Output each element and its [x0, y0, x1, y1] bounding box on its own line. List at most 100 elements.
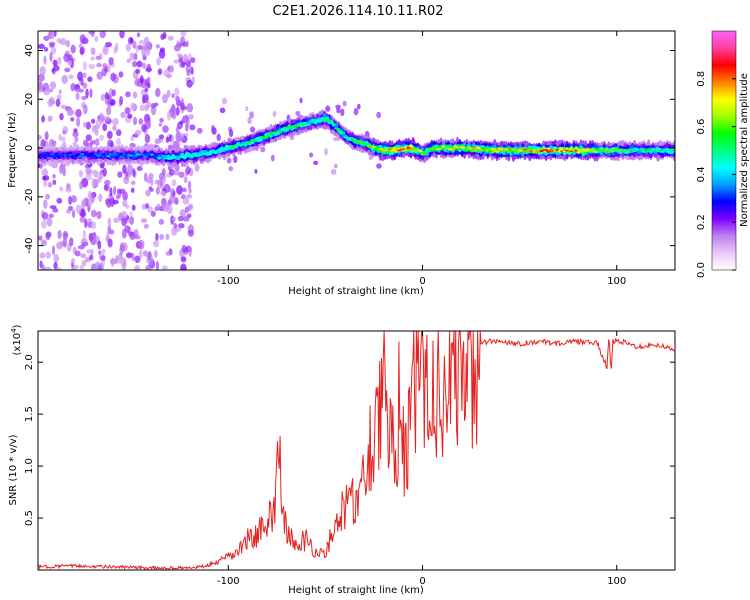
- ridge-cell: [448, 148, 453, 151]
- colorbar-tick-label: 0.8: [696, 71, 707, 87]
- noise-cell: [180, 132, 184, 141]
- noise-cell: [41, 219, 48, 229]
- noise-cell: [56, 241, 63, 250]
- noise-cell: [98, 250, 102, 255]
- noise-cell: [136, 32, 141, 38]
- noise-cell: [89, 88, 93, 98]
- noise-cell: [39, 66, 46, 76]
- noise-cell: [144, 87, 149, 93]
- noise-cell: [66, 108, 74, 117]
- noise-cell: [43, 55, 47, 65]
- noise-cell: [42, 175, 50, 181]
- noise-cell: [140, 218, 148, 223]
- ridge-cell: [522, 148, 528, 151]
- ridge-cell: [436, 148, 442, 150]
- noise-cell: [135, 45, 139, 53]
- ridge-cell: [77, 155, 83, 158]
- noise-cell: [78, 43, 83, 49]
- ridge-cell: [219, 149, 225, 152]
- noise-cell: [182, 196, 190, 205]
- noise-cell: [179, 120, 184, 125]
- noise-cell: [70, 117, 75, 122]
- noise-cell: [41, 211, 49, 220]
- noise-cell: [61, 74, 68, 84]
- noise-cell: [115, 129, 122, 137]
- noise-cell: [81, 260, 87, 267]
- y-tick-label: 0.5: [24, 510, 35, 526]
- noise-cell: [38, 84, 44, 93]
- noise-cell: [134, 78, 141, 87]
- ridge-cell: [82, 155, 87, 158]
- noise-cell: [149, 256, 154, 266]
- noise-cell: [68, 74, 74, 80]
- ridge-cell: [96, 154, 101, 158]
- noise-cell: [118, 71, 124, 78]
- noise-cell: [342, 100, 347, 107]
- ridge-cell: [140, 153, 146, 156]
- noise-cell: [109, 187, 113, 197]
- noise-cell: [106, 231, 110, 241]
- x-tick-label: 0: [419, 276, 425, 287]
- noise-cell: [79, 47, 85, 56]
- noise-cell: [178, 171, 185, 178]
- noise-cell: [56, 56, 62, 66]
- noise-cell: [149, 187, 154, 193]
- noise-cell: [45, 251, 52, 259]
- noise-cell: [49, 51, 53, 62]
- noise-cell: [260, 146, 266, 153]
- ridge-cell: [534, 150, 539, 153]
- y-tick-label: -20: [24, 189, 35, 205]
- noise-cell: [41, 115, 45, 123]
- noise-cell: [333, 137, 339, 142]
- noise-cell: [119, 31, 125, 39]
- noise-cell: [71, 209, 76, 219]
- ridge-cell: [632, 150, 637, 153]
- noise-cell: [188, 188, 192, 194]
- ridge-cell: [625, 150, 630, 153]
- ridge-cell: [143, 155, 148, 158]
- noise-cell: [95, 170, 100, 178]
- noise-cell: [146, 63, 152, 73]
- noise-cell: [170, 134, 175, 145]
- noise-cell: [186, 194, 193, 199]
- noise-cell: [39, 252, 46, 259]
- noise-cell: [120, 111, 126, 119]
- ridge-cell: [411, 147, 416, 149]
- noise-cell: [91, 177, 96, 188]
- ridge-cell: [329, 121, 334, 124]
- noise-cell: [47, 143, 54, 148]
- noise-cell: [90, 209, 97, 218]
- noise-cell: [67, 59, 73, 66]
- noise-cell: [82, 61, 87, 71]
- noise-cell: [94, 138, 100, 147]
- ridge-cell: [422, 150, 428, 153]
- noise-cell: [129, 211, 133, 217]
- noise-cell: [85, 167, 92, 175]
- noise-cell: [177, 53, 181, 58]
- noise-cell: [87, 76, 93, 83]
- spectrogram-y-ticks: -40 -20 0 20 40: [24, 44, 675, 254]
- noise-cell: [169, 194, 176, 204]
- ridge-cell: [362, 142, 367, 145]
- noise-cell: [185, 122, 189, 132]
- x-tick-label: 100: [607, 276, 626, 287]
- noise-cell: [107, 139, 114, 149]
- noise-cell: [38, 134, 42, 141]
- ridge-cell: [40, 153, 45, 156]
- ridge-cell: [182, 155, 188, 158]
- noise-cell: [102, 45, 109, 56]
- noise-cell: [161, 168, 166, 176]
- noise-cell: [219, 107, 226, 114]
- colorbar-frame: [711, 30, 737, 271]
- noise-cell: [179, 209, 186, 218]
- noise-cell: [64, 67, 71, 73]
- noise-cell: [120, 210, 128, 219]
- noise-cell: [167, 186, 171, 192]
- noise-cell: [186, 69, 191, 77]
- ridge-cell: [161, 154, 167, 157]
- noise-cell: [158, 122, 163, 127]
- ridge-cell: [644, 150, 649, 153]
- noise-cell: [132, 91, 138, 99]
- noise-cell: [175, 106, 180, 116]
